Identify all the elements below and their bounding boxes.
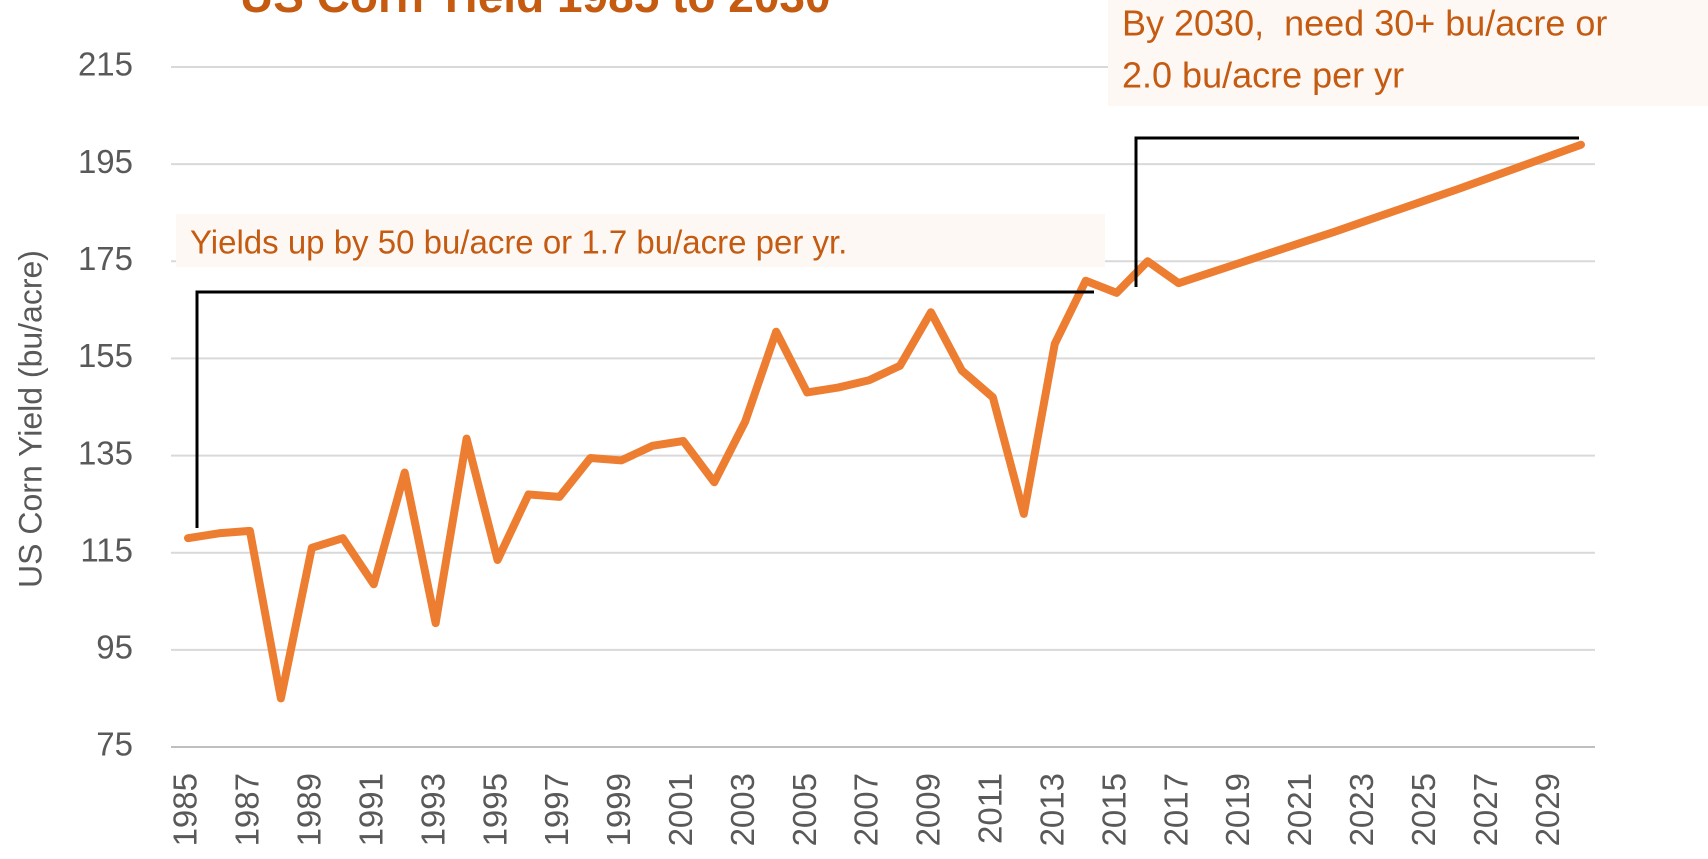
x-tick-label: 2009: [910, 773, 947, 846]
x-tick-label: 2025: [1405, 773, 1442, 846]
x-tick-label: 2027: [1467, 773, 1504, 846]
y-tick-label: 195: [78, 143, 133, 180]
x-tick-label: 2029: [1529, 773, 1566, 846]
x-tick-label: 1999: [600, 773, 637, 846]
annotation: By 2030, need 30+ bu/acre or: [1122, 3, 1607, 44]
x-tick-label: 1985: [167, 773, 204, 846]
x-tick-label: 1991: [352, 773, 389, 846]
x-tick-label: 2005: [786, 773, 823, 846]
x-tick-label: 1997: [538, 773, 575, 846]
y-tick-label: 115: [80, 531, 133, 568]
x-tick-label: 1995: [476, 773, 513, 846]
y-tick-label: 215: [78, 46, 133, 83]
annotation-box: [176, 214, 1105, 267]
y-tick-label: 135: [78, 434, 133, 471]
annotation: 2.0 bu/acre per yr: [1122, 55, 1404, 96]
x-tick-label: 2017: [1157, 773, 1194, 846]
bracket: [1134, 136, 1579, 287]
x-tick-label: 2019: [1219, 773, 1256, 846]
x-tick-label: 2023: [1343, 773, 1380, 846]
y-tick-label: 155: [78, 337, 133, 374]
y-axis-title: US Corn Yield (bu/acre): [12, 250, 48, 588]
data-line: [184, 140, 1585, 703]
annotation: Yields up by 50 bu/acre or 1.7 bu/acre p…: [190, 224, 847, 261]
x-tick-label: 1993: [414, 773, 451, 846]
y-tick-label: 75: [96, 726, 133, 763]
x-tick-label: 2021: [1281, 773, 1318, 846]
x-tick-label: 2011: [972, 773, 1009, 844]
y-tick-label: 95: [96, 629, 133, 666]
bracket: [195, 290, 1094, 528]
x-tick-label: 2003: [724, 773, 761, 846]
annotation-box: [1108, 0, 1708, 106]
x-tick-label: 1989: [291, 773, 328, 846]
x-tick-label: 2007: [848, 773, 885, 846]
x-tick-label: 2001: [662, 773, 699, 846]
y-tick-label: 175: [78, 240, 133, 277]
x-tick-label: 2013: [1033, 773, 1070, 846]
x-tick-label: 1987: [229, 773, 266, 846]
x-tick-label: 2015: [1095, 773, 1132, 846]
chart-title: US Corn Yield 1985 to 2030: [240, 0, 831, 22]
